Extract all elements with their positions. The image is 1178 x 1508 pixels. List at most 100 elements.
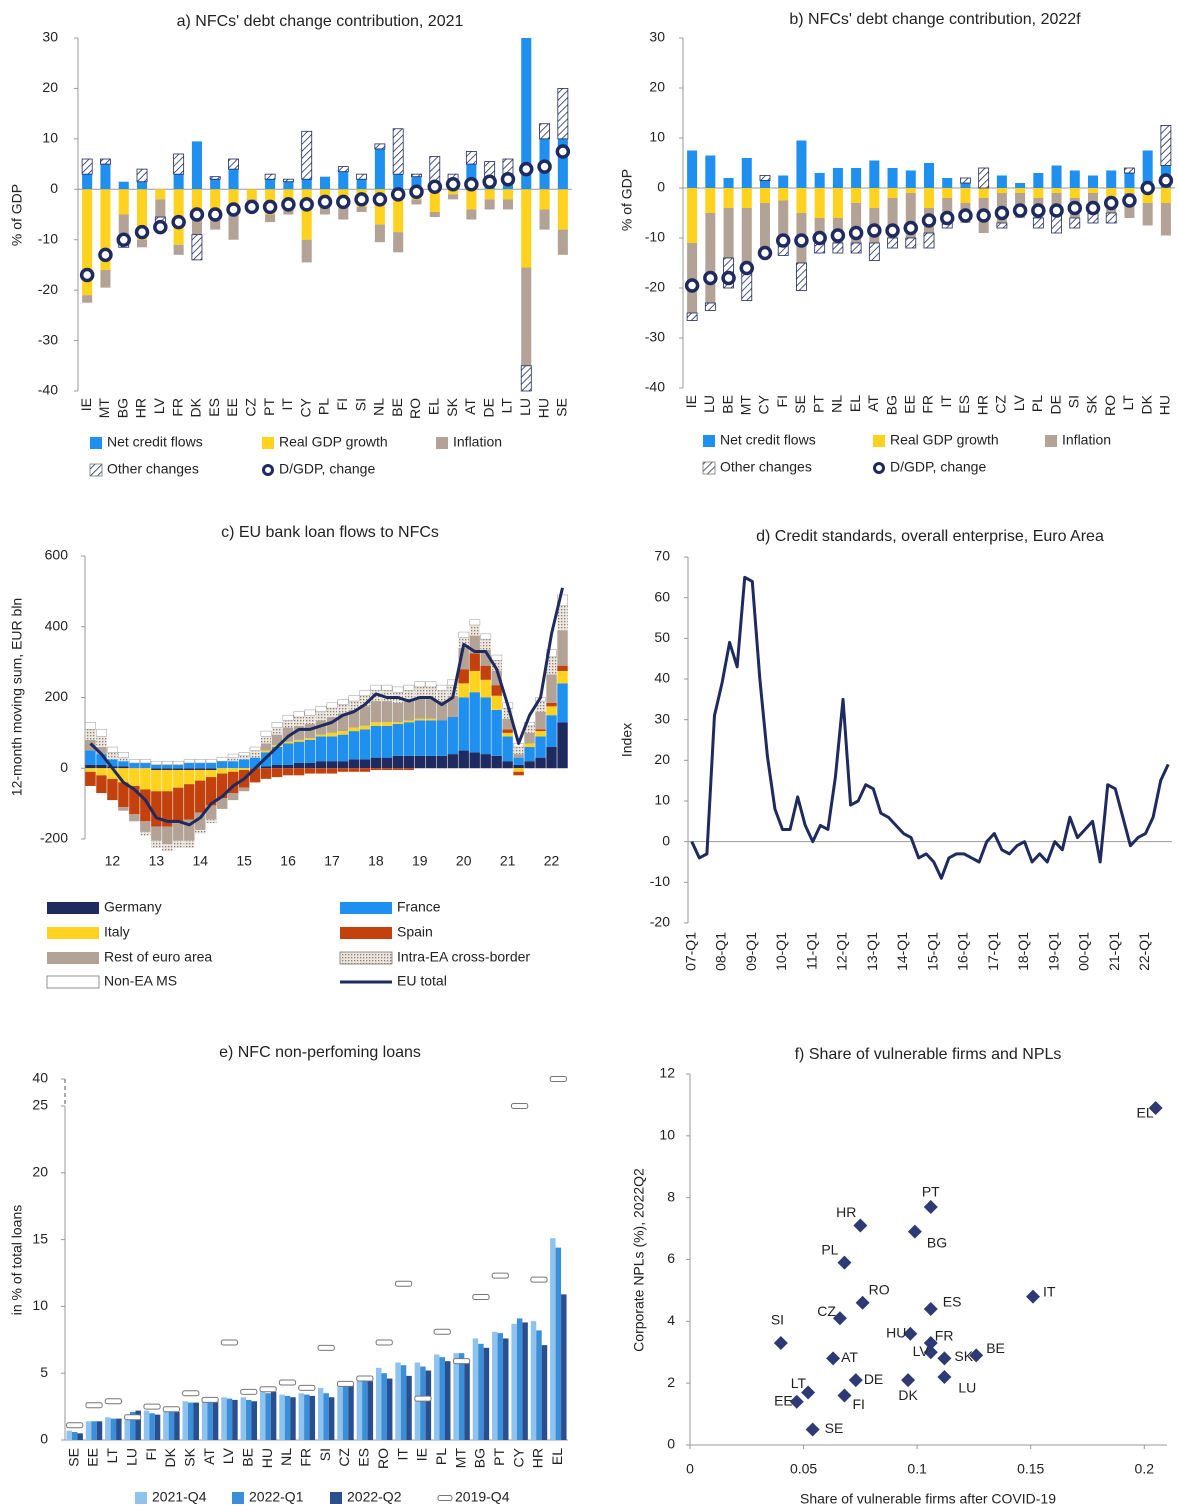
bar <box>393 232 404 253</box>
bar <box>923 232 935 249</box>
y-tick-label: 10 <box>32 1297 48 1313</box>
marker <box>354 192 369 207</box>
bar <box>293 716 305 726</box>
x-tick-label: LV <box>1011 394 1027 411</box>
bar <box>741 208 752 268</box>
bar <box>521 38 532 190</box>
marker <box>1012 203 1028 218</box>
bar <box>905 188 916 193</box>
bar <box>561 1294 567 1440</box>
bar <box>480 639 491 650</box>
bar <box>328 1397 335 1440</box>
legend-swatch <box>47 902 99 914</box>
point-label: DK <box>898 1387 918 1403</box>
legend-swatch <box>47 927 99 939</box>
bar <box>238 787 250 792</box>
chart-title: c) EU bank loan flows to NFCs <box>221 524 439 541</box>
y-tick-label: 10 <box>42 130 58 146</box>
bar <box>195 768 206 771</box>
bar <box>326 736 338 762</box>
x-tick-label: RO <box>407 398 423 419</box>
marker <box>830 228 846 243</box>
bar <box>293 739 305 742</box>
marker <box>124 1414 142 1421</box>
y-tick-label: 5 <box>40 1364 48 1380</box>
x-tick-label: SK <box>1084 394 1100 413</box>
y-tick-label: 70 <box>654 548 670 564</box>
marker <box>549 1076 567 1082</box>
bar <box>217 773 228 799</box>
point <box>1148 1101 1163 1116</box>
bar <box>535 729 546 732</box>
bar <box>227 768 239 772</box>
bar <box>1105 212 1117 224</box>
bar <box>1087 188 1099 193</box>
bar <box>107 759 118 767</box>
bar <box>66 1430 72 1440</box>
marker <box>262 199 278 215</box>
bar <box>251 1401 258 1440</box>
legend-label: Intra-EA cross-border <box>397 949 530 965</box>
bar <box>326 716 338 733</box>
legend-swatch <box>135 1492 147 1504</box>
bar <box>403 720 415 723</box>
bar <box>279 1394 285 1440</box>
bar <box>140 831 151 836</box>
y-axis-label: % of GDP <box>9 184 25 246</box>
bar <box>1124 167 1135 174</box>
bar <box>271 722 283 728</box>
marker <box>171 214 186 230</box>
y-tick-label: 30 <box>649 29 665 45</box>
bar <box>483 1347 490 1440</box>
x-tick-label: IT <box>279 398 295 411</box>
bar <box>207 1398 213 1440</box>
bar <box>436 720 447 756</box>
bar <box>85 768 96 772</box>
bar <box>484 199 495 210</box>
bar <box>319 176 331 190</box>
bar <box>96 768 107 776</box>
bar <box>337 768 349 772</box>
bar <box>315 736 327 762</box>
marker <box>445 176 461 192</box>
point <box>1025 1289 1040 1304</box>
bar <box>149 1413 155 1440</box>
bar <box>1160 188 1171 203</box>
point <box>937 1369 952 1384</box>
bar <box>85 771 96 786</box>
bar <box>162 768 173 771</box>
bar <box>206 805 217 820</box>
bar <box>249 746 261 751</box>
bar <box>337 1382 343 1440</box>
bar <box>282 768 294 776</box>
marker <box>472 1294 490 1301</box>
bar <box>82 189 93 296</box>
x-tick-label: DK <box>188 397 204 417</box>
x-tick-label: MT <box>96 398 112 419</box>
legend-swatch <box>89 463 103 477</box>
bar <box>1142 188 1153 203</box>
x-tick-label: AT <box>462 398 478 415</box>
bar <box>392 702 404 723</box>
point-label: EE <box>774 1392 793 1408</box>
x-tick-label: MT <box>737 395 753 416</box>
marker <box>794 233 809 248</box>
bar <box>206 762 217 769</box>
marker <box>317 194 333 210</box>
bar <box>118 768 129 783</box>
bar <box>381 725 393 758</box>
bar <box>414 697 426 719</box>
bar <box>942 198 953 223</box>
marker <box>1122 193 1137 208</box>
bar <box>536 1330 542 1440</box>
x-tick-label: LV <box>151 397 167 414</box>
bar <box>107 752 118 760</box>
y-tick-label: 20 <box>654 751 670 767</box>
bar <box>978 188 989 198</box>
bar <box>154 1414 161 1440</box>
bar <box>184 784 195 820</box>
bar <box>546 702 557 707</box>
bar <box>227 753 239 758</box>
bar <box>293 725 305 740</box>
x-tick-label: 22 <box>544 853 560 869</box>
